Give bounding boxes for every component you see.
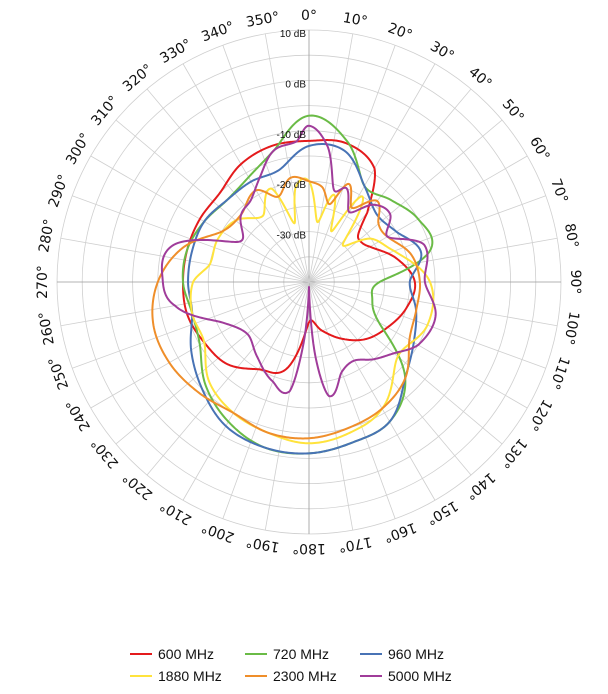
legend-swatch	[130, 653, 152, 655]
ring-label: 0 dB	[285, 79, 306, 90]
grid-spoke	[115, 281, 310, 445]
angle-label: 260°	[36, 310, 58, 346]
angle-label: 170°	[337, 533, 373, 555]
angle-label: 190°	[245, 533, 281, 555]
ring-label: -30 dB	[277, 231, 307, 242]
grid-spoke	[308, 237, 558, 283]
series-line-960-mhz	[187, 143, 423, 455]
grid-spoke	[308, 63, 436, 283]
grid-spoke	[146, 281, 310, 476]
angle-label: 60°	[526, 134, 552, 164]
angle-label: 90°	[567, 270, 583, 295]
series-line-600-mhz	[182, 139, 417, 375]
grid-spoke	[308, 281, 472, 476]
angle-label: 250°	[46, 354, 73, 391]
grid-spoke	[308, 195, 546, 283]
grid-spoke	[308, 119, 503, 283]
series-layer	[151, 114, 437, 455]
series-line-1880-mhz	[189, 177, 435, 445]
grid-spoke	[264, 33, 310, 283]
angle-label: 20°	[386, 20, 415, 44]
angle-label: 150°	[423, 497, 460, 528]
legend: 600 MHz 720 MHz 960 MHz 1880 MHz 2300 MHz 500…	[130, 646, 490, 684]
angle-label: 300°	[63, 130, 94, 167]
legend-label: 5000 MHz	[388, 668, 452, 684]
grid-spoke	[222, 281, 310, 519]
legend-swatch	[245, 653, 267, 655]
legend-label: 960 MHz	[388, 646, 445, 662]
angle-label: 160°	[381, 519, 418, 546]
legend-item: 960 MHz	[360, 646, 475, 662]
angle-label: 30°	[427, 39, 457, 65]
angle-label: 80°	[561, 222, 581, 249]
legend-label: 1880 MHz	[158, 668, 222, 684]
angle-label: 210°	[157, 497, 194, 528]
angle-label: 140°	[462, 469, 498, 503]
angle-label: 330°	[157, 36, 194, 67]
angle-label: 0°	[301, 8, 317, 24]
legend-swatch	[360, 675, 382, 677]
grid-spoke	[308, 88, 472, 283]
angle-label: 70°	[547, 177, 571, 206]
angle-label: 100°	[560, 310, 582, 346]
legend-swatch	[245, 675, 267, 677]
grid-spoke	[308, 281, 396, 519]
angle-label: 130°	[496, 435, 530, 471]
angle-label: 110°	[546, 354, 573, 391]
angle-label: 230°	[88, 435, 122, 471]
legend-label: 720 MHz	[273, 646, 330, 662]
legend-swatch	[130, 675, 152, 677]
polar-grid	[56, 29, 562, 535]
grid-spoke	[182, 281, 310, 501]
angle-label: 280°	[36, 218, 58, 254]
angle-label: 290°	[46, 172, 73, 209]
angle-label: 220°	[120, 469, 156, 503]
angle-label: 180°	[292, 540, 326, 556]
grid-spoke	[146, 88, 310, 283]
grid-spoke	[182, 63, 310, 283]
legend-item: 720 MHz	[245, 646, 360, 662]
grid-spoke	[308, 45, 396, 283]
ring-label: 10 dB	[280, 29, 306, 40]
legend-label: 600 MHz	[158, 646, 215, 662]
angle-label: 120°	[524, 396, 555, 433]
series-line-5000-mhz	[160, 124, 437, 398]
angle-label: 240°	[63, 396, 94, 433]
grid-spoke	[72, 281, 310, 369]
angle-label: 340°	[199, 19, 236, 46]
angle-label: 320°	[120, 61, 156, 95]
grid-spoke	[308, 281, 354, 531]
angle-label: 270°	[35, 265, 51, 299]
grid-spoke	[308, 281, 436, 501]
angle-label: 310°	[88, 93, 122, 129]
grid-spoke	[308, 281, 503, 445]
angle-label: 10°	[342, 10, 369, 30]
legend-item: 600 MHz	[130, 646, 245, 662]
angle-label: 200°	[199, 519, 236, 546]
ring-label: -20 dB	[277, 180, 307, 191]
legend-item: 1880 MHz	[130, 668, 245, 684]
grid-spoke	[264, 281, 310, 531]
legend-swatch	[360, 653, 382, 655]
legend-item: 5000 MHz	[360, 668, 475, 684]
ring-label: -10 dB	[277, 130, 307, 141]
legend-item: 2300 MHz	[245, 668, 360, 684]
angle-label: 350°	[245, 9, 281, 31]
legend-label: 2300 MHz	[273, 668, 337, 684]
